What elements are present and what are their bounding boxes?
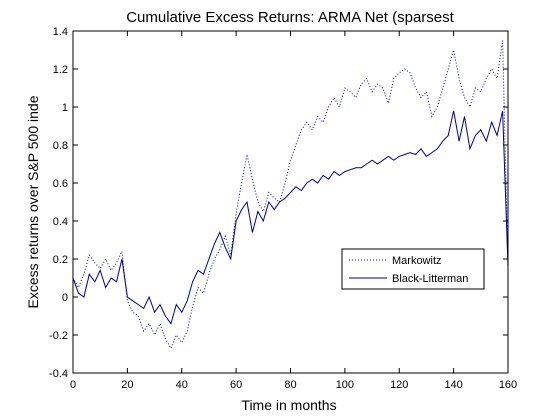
y-tick-label: 0.6	[53, 178, 68, 190]
y-tick-label: 0.8	[53, 140, 68, 152]
plot-area	[73, 31, 508, 373]
y-tick-label: -0.4	[49, 368, 68, 380]
y-axis: -0.4 -0.2 0 0.2 0.4 0.6 0.8 1 1.2 1.4	[49, 26, 508, 380]
y-tick-label: 0.4	[53, 216, 68, 228]
y-tick-label: 0	[62, 292, 68, 304]
x-tick-label: 80	[284, 379, 296, 391]
x-axis-label: Time in months	[241, 397, 336, 413]
x-tick-label: 40	[176, 379, 188, 391]
series-line-black-litterman	[72, 110, 509, 325]
y-tick-label: 1	[62, 102, 68, 114]
x-tick-label: 140	[444, 379, 462, 391]
y-tick-label: 0.2	[53, 254, 68, 266]
legend-box	[341, 248, 485, 290]
y-tick-label: -0.2	[49, 330, 68, 342]
series-lines	[72, 40, 509, 350]
x-tick-label: 0	[70, 379, 76, 391]
legend-black-litterman-label: Black-Litterman	[392, 273, 468, 285]
x-tick-label: 20	[121, 379, 133, 391]
chart-title: Cumulative Excess Returns: ARMA Net (spa…	[126, 9, 454, 26]
x-axis: 0 20 40 60 80 100 120 140 160	[70, 31, 517, 391]
y-axis-label: Excess returns over S&P 500 inde	[25, 95, 41, 308]
y-tick-label: 1.2	[53, 64, 68, 76]
y-tick-label: 1.4	[53, 26, 68, 38]
legend: Markowitz Black-Litterman	[341, 248, 485, 290]
legend-markowitz-label: Markowitz	[392, 255, 442, 267]
x-tick-label: 120	[390, 379, 408, 391]
x-tick-label: 60	[230, 379, 242, 391]
x-tick-label: 160	[499, 379, 517, 391]
x-tick-label: 100	[336, 379, 354, 391]
